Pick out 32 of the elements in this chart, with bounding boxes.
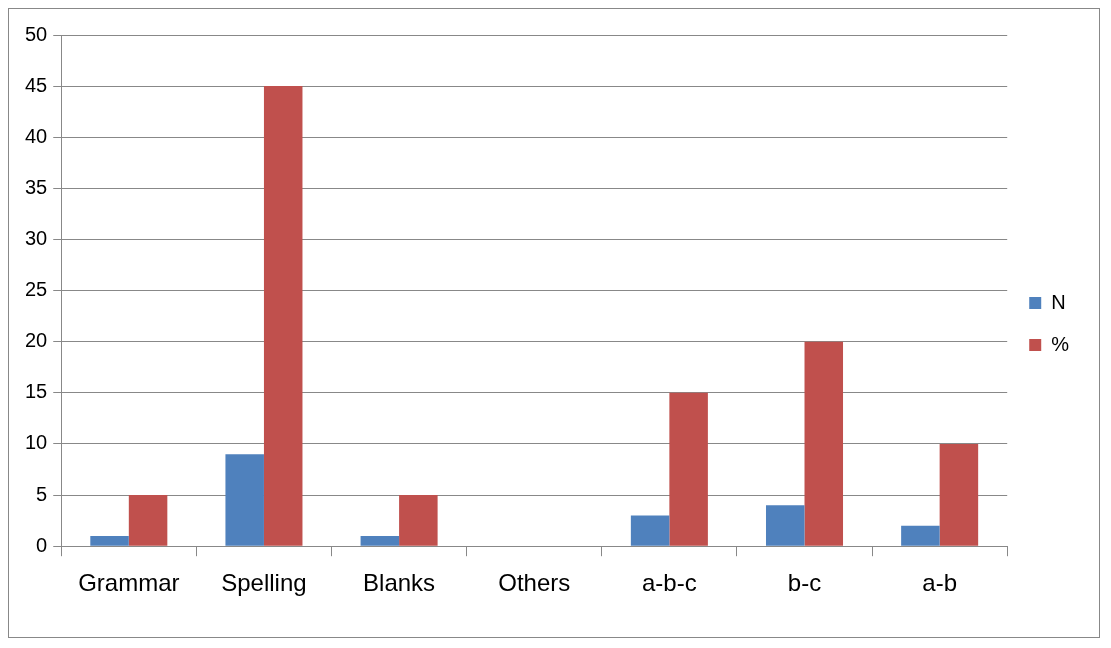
bar — [901, 525, 940, 546]
bar — [128, 495, 168, 546]
y-tick-label: 35 — [25, 175, 48, 198]
bar — [804, 341, 844, 546]
y-tick-label: 25 — [25, 278, 48, 301]
x-tick-label: a-b — [922, 569, 957, 597]
bar — [225, 454, 264, 546]
bar — [765, 505, 805, 546]
x-tick-label: Spelling — [221, 569, 307, 597]
y-tick-label: 10 — [25, 431, 48, 454]
y-tick-label: 30 — [25, 227, 48, 249]
y-tick-label: 50 — [25, 22, 48, 45]
legend-label: N — [1051, 290, 1066, 313]
bar — [360, 535, 400, 546]
x-tick-label: Blanks — [363, 569, 436, 597]
x-tick-label: Grammar — [78, 569, 180, 597]
x-tick-label: b-c — [787, 569, 822, 597]
bar — [90, 535, 129, 546]
y-tick-label: 20 — [25, 329, 48, 352]
bar — [669, 392, 708, 546]
bar — [263, 86, 303, 546]
y-tick-label: 40 — [25, 124, 48, 147]
y-tick-label: 5 — [36, 482, 48, 505]
x-tick-label: a-b-c — [642, 569, 697, 597]
legend-label: % — [1051, 332, 1070, 355]
y-tick-label: 15 — [25, 380, 48, 403]
bar — [630, 515, 670, 546]
x-tick-label: Others — [498, 569, 571, 597]
bar — [939, 443, 979, 546]
bar — [399, 495, 438, 546]
y-tick-label: 0 — [36, 533, 48, 556]
y-tick-label: 45 — [25, 73, 48, 96]
